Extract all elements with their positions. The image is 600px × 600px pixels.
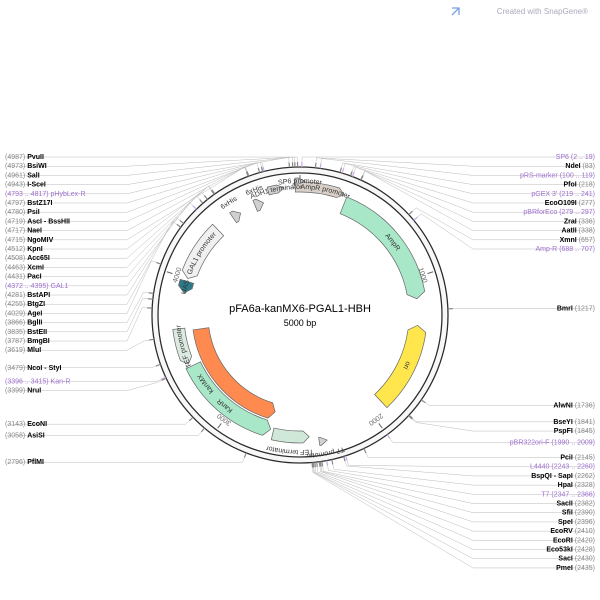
site-label: BseYI (1841) [553, 419, 595, 426]
site-label: (4255) BtgZI [5, 301, 45, 308]
feature-label: TEF terminator [265, 444, 314, 455]
site-label: AatII (338) [562, 228, 595, 235]
site-label: HpaI (2328) [558, 482, 595, 489]
site-label: EcoRV (2410) [550, 528, 595, 535]
site-label: (3143) EcoNI [5, 421, 47, 428]
site-label: (3399) NruI [5, 388, 41, 395]
site-label: (3058) AsiSI [5, 433, 45, 440]
site-label: (4797) BstZ17I [5, 200, 53, 207]
site-label: Eco53kI (2428) [546, 547, 595, 554]
site-label: pRS-marker (100 .. 119) [520, 172, 595, 179]
site-label: pGEX 3' (219 .. 241) [531, 191, 595, 198]
site-label: pBR322ori-F (1990 .. 2009) [510, 440, 595, 447]
site-label: (4512) KpnI [5, 246, 43, 253]
site-label: PspFI (1845) [554, 428, 595, 435]
site-label: EcoO109I (277) [545, 200, 595, 207]
site-label: SfiI (2390) [562, 510, 595, 517]
site-label: L4440 (2243 .. 2260) [530, 464, 595, 471]
site-label: PciI (2145) [560, 455, 595, 462]
site-label: (4508) Acc65I [5, 255, 50, 262]
leader [316, 158, 593, 166]
credit: Created with SnapGene® [497, 7, 588, 16]
site-label: (3835) BstEII [5, 329, 47, 336]
site-label: (4943) I-SceI [5, 182, 46, 189]
inner-ring [158, 173, 442, 457]
leader [313, 467, 593, 558]
site-label: (3479) NcoI - StyI [5, 365, 61, 372]
site-label: (3866) BglII [5, 320, 42, 327]
feature-6xHis [253, 199, 264, 211]
site-label: (4961) SalI [5, 172, 40, 179]
site-label: Amp-R (688 .. 707) [535, 246, 595, 253]
site-label: PfoI (218) [563, 182, 595, 189]
site-label: (4973) BsiWI [5, 163, 47, 170]
plasmid-map: Created with SnapGene®100020003000400050… [0, 0, 600, 600]
site-label: NdeI (83) [565, 163, 595, 170]
site-label: (4281) BstAPI [5, 292, 50, 299]
site-label: (4780) PsiI [5, 209, 40, 216]
site-label: (2796) PflMI [5, 459, 44, 466]
site-label: (4029) AgeI [5, 310, 42, 317]
site-label: pBRforEco (279 .. 297) [523, 209, 595, 216]
site-label: SacI (2430) [558, 556, 595, 563]
site-label: (4463) XcmI [5, 264, 44, 271]
tick: 2000 [367, 412, 384, 427]
site-label: AlwNI (1736) [553, 403, 595, 410]
plasmid-size: 5000 bp [284, 318, 317, 328]
site-label: (3787) BmgBI [5, 338, 50, 345]
site-label: (3396 .. 3415) Kan-R [5, 378, 70, 385]
site-label: T7 (2347 .. 2366) [541, 491, 595, 498]
site-label: ZraI (336) [564, 218, 595, 225]
site-label: PmeI (2435) [556, 565, 595, 572]
site-label: (4715) NgoMIV [5, 237, 54, 244]
plasmid-name: pFA6a-kanMX6-PGAL1-HBH [229, 303, 371, 315]
feature-TEF-terminator [271, 428, 309, 443]
site-label: (4793 .. 4817) pHybLex-R [5, 191, 86, 198]
feature-ori [375, 325, 426, 407]
site-label: EcoRI (2420) [553, 537, 595, 544]
site-label: (4717) NaeI [5, 228, 42, 235]
site-label: SpeI (2396) [558, 519, 595, 526]
site-label: BspQI - SapI (2262) [531, 473, 595, 480]
site-label: (4987) PvuII [5, 154, 44, 161]
feature-label: 6xHis [220, 195, 239, 211]
site-label: SacII (2382) [556, 501, 595, 508]
site-label: SP6 (2 .. 19) [556, 154, 595, 161]
site-label: (4719) AscI - BssHII [5, 218, 70, 225]
feature-T7-promoter [319, 437, 328, 445]
leader [366, 453, 593, 458]
feature-6xHis [230, 211, 241, 223]
site-label: (4431) PacI [5, 274, 42, 281]
site-label: XmnI (657) [560, 237, 595, 244]
site-label: BmrI (1217) [557, 305, 595, 312]
site-label: (4372 .. 4395) GAL1 [5, 283, 69, 290]
site-label: (3619) MluI [5, 347, 41, 354]
